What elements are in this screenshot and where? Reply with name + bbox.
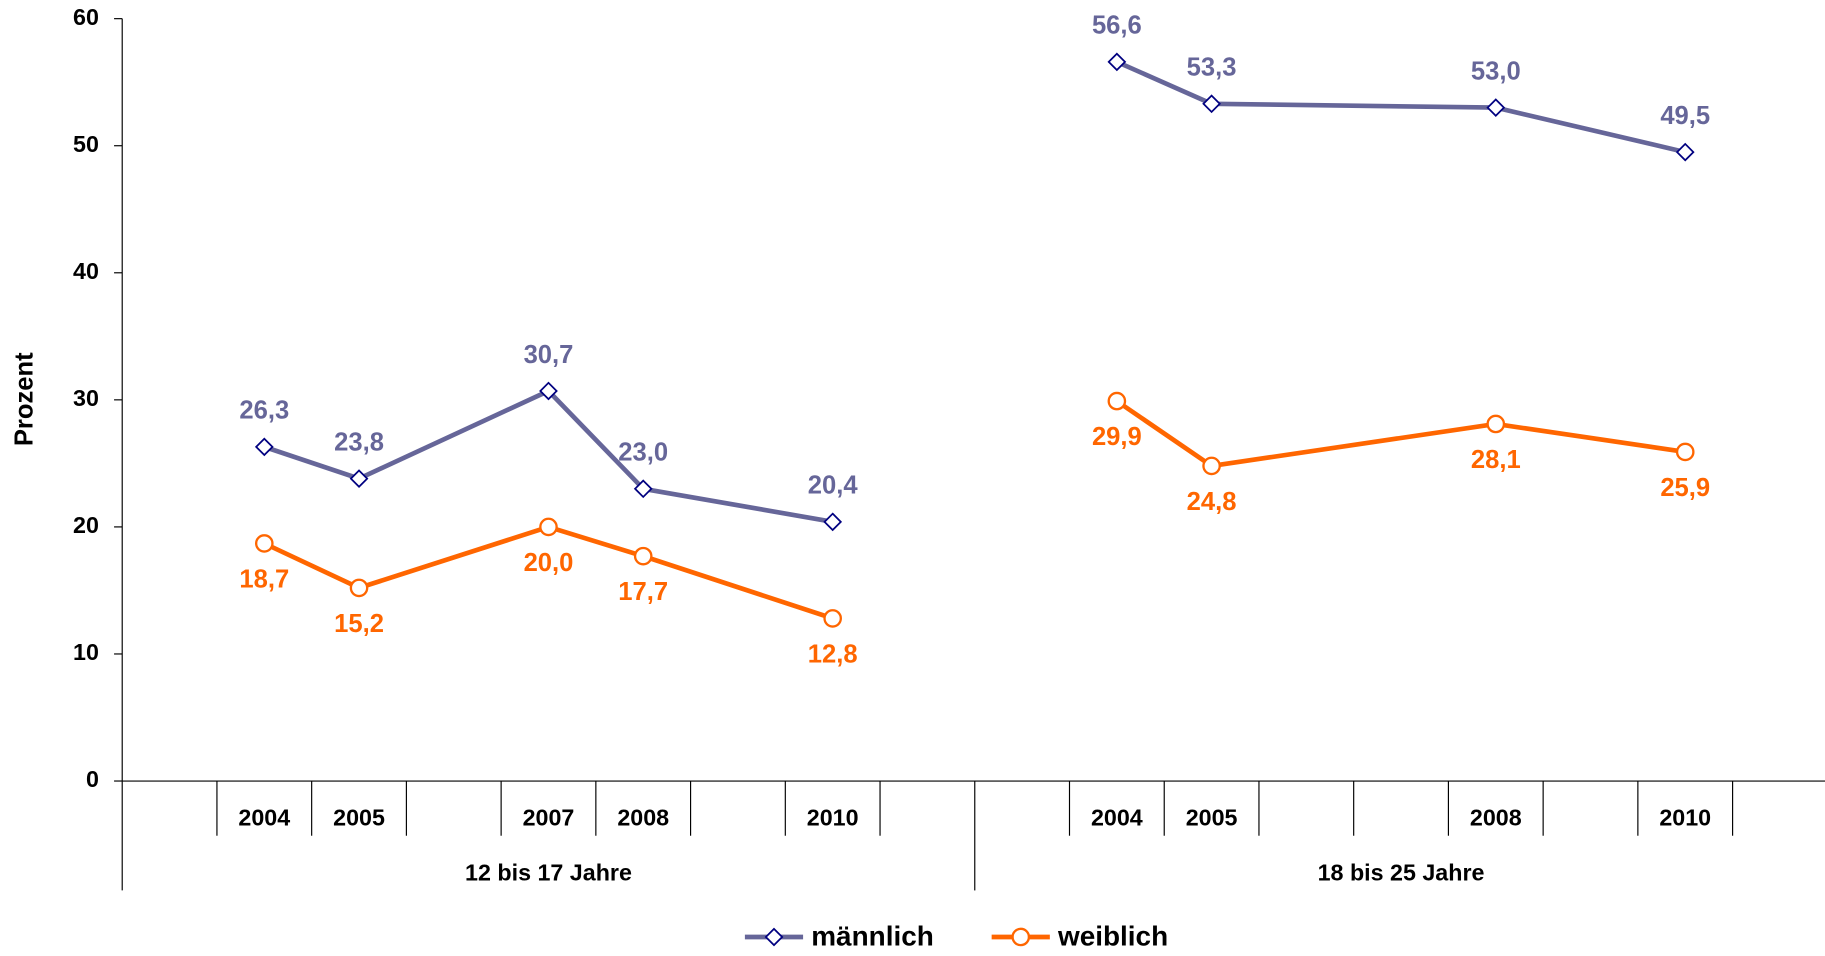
marker: [539, 381, 558, 401]
marker: [1486, 414, 1506, 434]
x-tick-label: 2004: [1091, 805, 1143, 831]
data-label: 53,3: [1187, 54, 1237, 82]
data-label: 17,7: [618, 578, 668, 606]
data-label: 18,7: [239, 565, 289, 593]
x-tick-label: 2005: [333, 805, 385, 831]
y-tick-label: 60: [73, 4, 99, 30]
data-label: 23,8: [334, 428, 384, 456]
legend-label: männlich: [811, 921, 934, 951]
data-label: 49,5: [1660, 102, 1710, 130]
series-line: [1115, 59, 1686, 155]
marker: [1107, 52, 1127, 72]
marker: [1202, 94, 1221, 114]
marker: [349, 578, 369, 598]
x-tick-label: 2010: [1659, 805, 1711, 831]
data-label: 56,6: [1092, 12, 1142, 40]
legend-label: weiblich: [1057, 921, 1168, 951]
group-label: 18 bis 25 Jahre: [1318, 859, 1485, 885]
data-label: 12,8: [808, 640, 858, 668]
x-tick-label: 2008: [617, 805, 669, 831]
y-tick-label: 40: [73, 258, 99, 284]
series-line: [1115, 399, 1686, 469]
marker: [1486, 98, 1506, 117]
data-label: 25,9: [1660, 474, 1710, 502]
marker: [823, 512, 843, 532]
data-label: 23,0: [618, 439, 668, 467]
marker: [1107, 391, 1127, 411]
marker: [1675, 142, 1695, 162]
x-tick-label: 2004: [238, 805, 290, 831]
legend-marker: [1011, 927, 1031, 947]
y-tick-label: 20: [73, 512, 99, 538]
y-axis-label: Prozent: [10, 352, 38, 446]
data-label: 24,8: [1187, 488, 1237, 516]
y-tick-label: 0: [86, 766, 99, 792]
data-label: 15,2: [334, 610, 384, 638]
marker: [254, 437, 274, 457]
x-tick-label: 2010: [807, 805, 859, 831]
marker: [1675, 442, 1695, 462]
x-tick-label: 2005: [1186, 805, 1238, 831]
data-label: 20,0: [524, 549, 574, 577]
y-tick-label: 50: [73, 131, 99, 157]
data-label: 29,9: [1092, 423, 1142, 451]
data-label: 30,7: [524, 341, 574, 369]
marker: [539, 517, 558, 537]
marker: [1202, 456, 1221, 476]
marker: [823, 609, 842, 628]
marker: [633, 546, 653, 566]
x-tick-label: 2007: [523, 805, 575, 831]
data-label: 28,1: [1471, 446, 1521, 474]
legend-marker: [764, 927, 784, 947]
y-tick-label: 10: [73, 639, 99, 665]
data-label: 20,4: [808, 472, 859, 500]
data-label: 53,0: [1471, 57, 1521, 85]
marker: [633, 479, 653, 499]
marker: [254, 534, 274, 553]
marker: [349, 469, 369, 489]
x-tick-label: 2008: [1470, 805, 1522, 831]
data-label: 26,3: [239, 397, 289, 425]
y-tick-label: 30: [73, 385, 99, 411]
group-label: 12 bis 17 Jahre: [465, 859, 632, 885]
